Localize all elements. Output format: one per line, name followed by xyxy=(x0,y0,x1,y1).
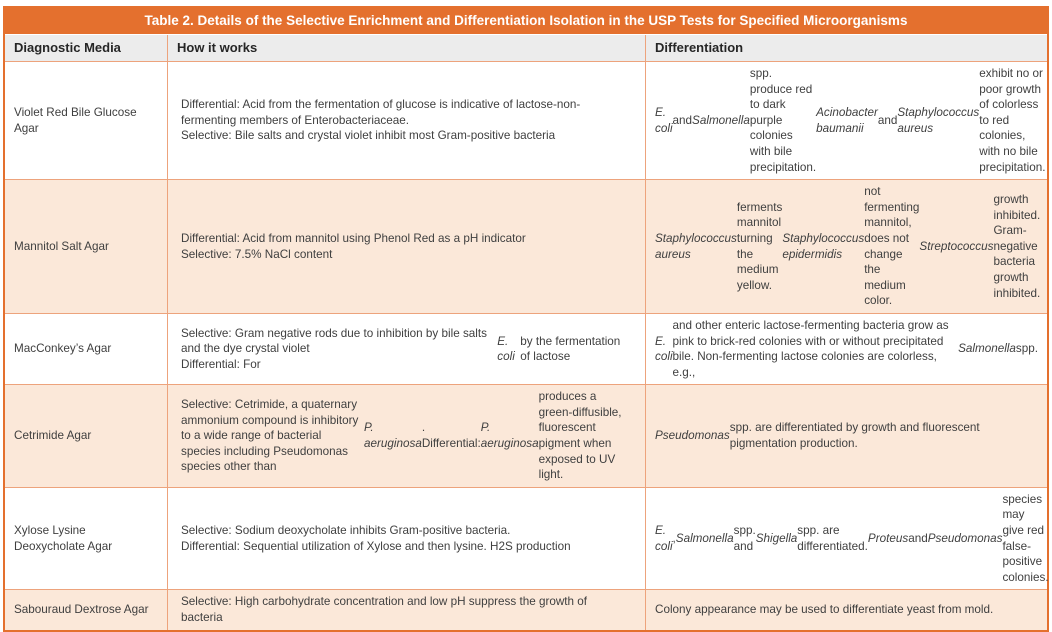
table-title: Table 2. Details of the Selective Enrich… xyxy=(5,8,1047,35)
how-it-works-cell: Differential: Acid from the fermentation… xyxy=(168,62,646,180)
table-row: Violet Red Bile Glucose Agar Differentia… xyxy=(5,62,1047,180)
table-row: Sabouraud Dextrose Agar Selective: High … xyxy=(5,589,1047,630)
media-cell: MacConkey’s Agar xyxy=(5,313,168,385)
differentiation-cell: E. coli and Salmonella spp. produce red … xyxy=(655,67,1046,174)
table-row: MacConkey’s Agar Selective: Gram negativ… xyxy=(5,312,1047,385)
column-header-differentiation: Differentiation xyxy=(655,40,744,55)
media-cell: Sabouraud Dextrose Agar xyxy=(5,590,168,630)
media-cell: Xylose Lysine Deoxycholate Agar xyxy=(5,487,168,590)
table-row: Mannitol Salt Agar Differential: Acid fr… xyxy=(5,179,1047,313)
table-row: Xylose Lysine Deoxycholate Agar Selectiv… xyxy=(5,486,1049,590)
how-it-works-cell: Selective: Cetrimide, a quaternary ammon… xyxy=(168,385,646,487)
table-header-row: Diagnostic Media How it works Differenti… xyxy=(5,35,1047,62)
differentiation-cell: E. coli and other enteric lactose-fermen… xyxy=(655,318,1038,379)
table-row: Cetrimide Agar Selective: Cetrimide, a q… xyxy=(5,384,1047,487)
how-it-works-cell: Selective: High carbohydrate concentrati… xyxy=(168,590,646,630)
how-it-works-cell: Selective: Gram negative rods due to inh… xyxy=(168,313,646,385)
differentiation-cell: Staphylococcus aureus ferments mannitol … xyxy=(655,185,1041,308)
differentiation-cell: Pseudomonas spp. are differentiated by g… xyxy=(655,421,980,451)
how-it-works-cell: Selective: Sodium deoxycholate inhibits … xyxy=(168,487,646,590)
column-header-how-it-works: How it works xyxy=(168,35,646,61)
column-header-diagnostic-media: Diagnostic Media xyxy=(5,35,168,61)
differentiation-cell: Colony appearance may be used to differe… xyxy=(655,603,994,617)
differentiation-cell: E. coli, Salmonella spp. and Shigella sp… xyxy=(655,492,1049,584)
how-it-works-cell: Differential: Acid from mannitol using P… xyxy=(168,180,646,313)
media-cell: Violet Red Bile Glucose Agar xyxy=(5,62,168,180)
usp-microorganisms-table: Table 2. Details of the Selective Enrich… xyxy=(3,6,1049,632)
media-cell: Mannitol Salt Agar xyxy=(5,180,168,313)
media-cell: Cetrimide Agar xyxy=(5,385,168,487)
